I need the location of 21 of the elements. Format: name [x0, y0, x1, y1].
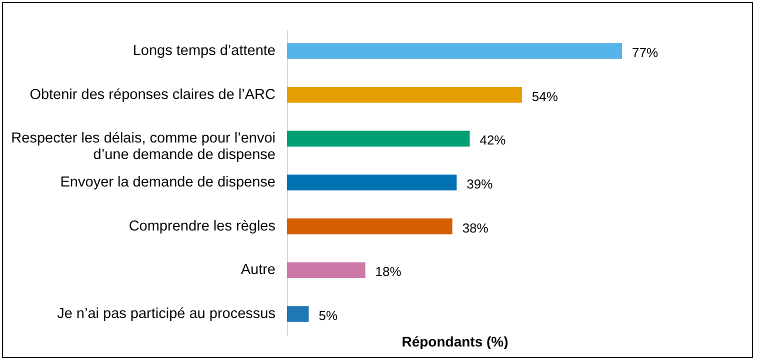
- data-label: 77%: [632, 45, 658, 60]
- bar: [287, 86, 522, 103]
- bar: [287, 306, 309, 322]
- y-tick-label: Longs temps d’attente: [132, 43, 276, 60]
- data-label: 5%: [318, 308, 338, 323]
- y-tick-label: Autre: [240, 262, 276, 278]
- bar: [287, 262, 366, 278]
- y-tick-label: Respecter les délais, comme pour l’envoi d’une demande de dispense: [11, 130, 276, 164]
- data-label: 38%: [462, 220, 489, 236]
- bar: [287, 43, 622, 59]
- data-label: 18%: [375, 264, 402, 280]
- y-tick-label: Comprendre les règles: [128, 218, 276, 234]
- y-tick-label: Envoyer la demande de dispense: [60, 174, 276, 190]
- y-tick-label: Obtenir des réponses claires de l’ARC: [30, 86, 276, 103]
- data-label: 42%: [480, 132, 506, 148]
- data-label: 39%: [466, 176, 494, 192]
- y-tick-label: Je n’ai pas participé au processus: [57, 306, 276, 322]
- data-label: 54%: [532, 88, 558, 104]
- bar: [287, 218, 452, 234]
- bar: [287, 174, 457, 190]
- bar: [287, 130, 470, 147]
